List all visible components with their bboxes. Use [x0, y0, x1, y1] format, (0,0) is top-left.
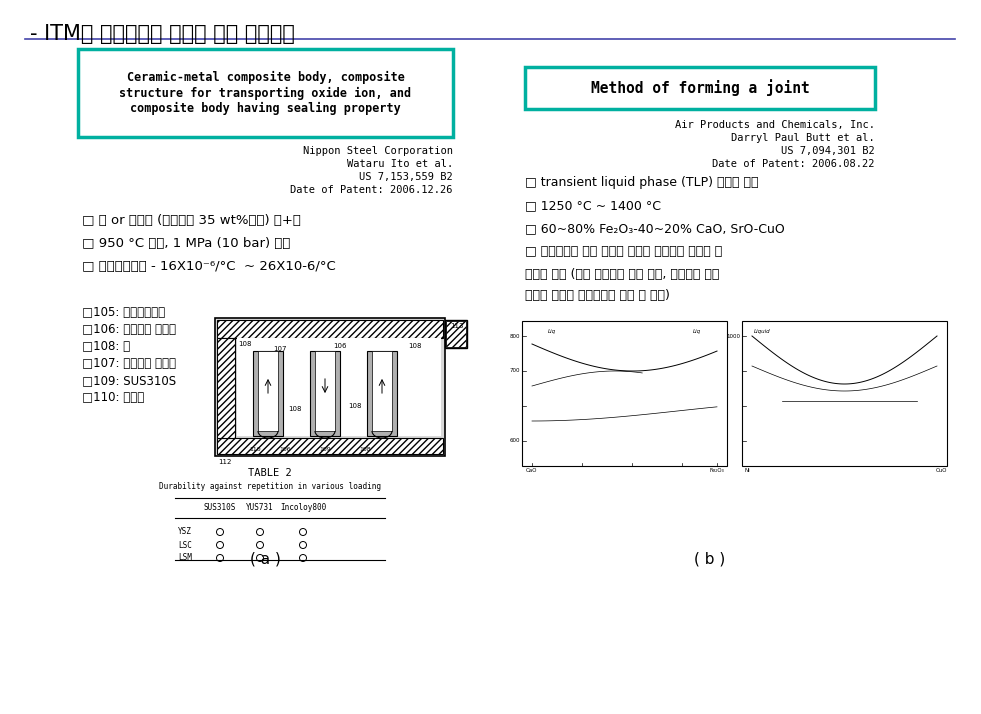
Text: 1000: 1000 [726, 333, 740, 338]
Circle shape [217, 555, 224, 561]
Text: ( a ): ( a ) [249, 551, 281, 566]
Text: 800: 800 [509, 333, 520, 338]
Text: 109: 109 [319, 447, 331, 452]
Text: Durability against repetition in various loading: Durability against repetition in various… [159, 482, 381, 491]
Bar [215, 318, 445, 456]
Text: - ITM과 금속재질의 접합에 관한 연구동향: - ITM과 금속재질의 접합에 관한 연구동향 [30, 24, 295, 44]
Text: Liq: Liq [548, 329, 556, 334]
Bar [372, 351, 392, 431]
Text: Fe₂O₃: Fe₂O₃ [709, 468, 724, 473]
Text: Date of Patent: 2006.12.26: Date of Patent: 2006.12.26 [290, 185, 453, 195]
Text: 600: 600 [509, 438, 520, 443]
Bar [310, 351, 340, 436]
Bar [217, 438, 443, 454]
FancyBboxPatch shape [78, 49, 453, 137]
Circle shape [299, 555, 306, 561]
Bar [522, 321, 727, 466]
Bar [446, 321, 466, 347]
Text: □ 60~80% Fe₂O₃-40~20% CaO, SrO-CuO: □ 60~80% Fe₂O₃-40~20% CaO, SrO-CuO [525, 222, 785, 235]
Bar [742, 321, 947, 466]
Circle shape [217, 528, 224, 536]
Bar [445, 320, 467, 348]
Text: 106: 106 [334, 343, 346, 349]
Text: YSZ: YSZ [179, 528, 192, 536]
Circle shape [217, 541, 224, 548]
Circle shape [299, 528, 306, 536]
Text: 년으로 접합 (소결 온도보다 낙은 용점, 붙이고자 하는: 년으로 접합 (소결 온도보다 낙은 용점, 붙이고자 하는 [525, 268, 719, 281]
Text: 110: 110 [249, 447, 261, 452]
Text: Liquid: Liquid [753, 329, 770, 334]
Text: □ 접합하고자 하는 재질을 적어도 하나이상 포함한 성: □ 접합하고자 하는 재질을 적어도 하나이상 포함한 성 [525, 245, 722, 258]
Text: Darryl Paul Butt et al.: Darryl Paul Butt et al. [731, 133, 875, 143]
Bar [258, 351, 278, 431]
Text: 108: 108 [238, 341, 252, 347]
Text: ( b ): ( b ) [695, 551, 726, 566]
Text: Wataru Ito et al.: Wataru Ito et al. [346, 159, 453, 169]
Text: □ 선열팩사계수 - 16X10⁻⁶/°C  ~ 26X10-6/°C: □ 선열팩사계수 - 16X10⁻⁶/°C ~ 26X10-6/°C [82, 260, 336, 273]
Text: □ 1250 °C ~ 1400 °C: □ 1250 °C ~ 1400 °C [525, 199, 661, 212]
Circle shape [256, 528, 264, 536]
Text: Ni: Ni [745, 468, 749, 473]
Text: Air Products and Chemicals, Inc.: Air Products and Chemicals, Inc. [675, 120, 875, 130]
Text: Method of forming a joint: Method of forming a joint [591, 79, 809, 96]
Text: Incoloy800: Incoloy800 [280, 503, 326, 512]
Text: CaO: CaO [526, 468, 538, 473]
Text: YUS731: YUS731 [246, 503, 274, 512]
Text: 재질과 동일한 결정구조가 반응 후 형성): 재질과 동일한 결정구조가 반응 후 형성) [525, 289, 670, 302]
Text: □ 950 °C 이상, 1 MPa (10 bar) 이하: □ 950 °C 이상, 1 MPa (10 bar) 이하 [82, 237, 290, 250]
Bar [237, 338, 441, 436]
Circle shape [299, 541, 306, 548]
Text: 108: 108 [288, 406, 302, 412]
Text: LSC: LSC [179, 540, 192, 550]
Text: 113: 113 [450, 323, 464, 329]
Bar [217, 320, 443, 338]
Text: 106: 106 [280, 447, 290, 452]
Bar [367, 351, 397, 436]
Bar [315, 351, 335, 431]
Circle shape [256, 541, 264, 548]
Text: 108: 108 [408, 343, 422, 349]
Text: □110: 단열재: □110: 단열재 [82, 391, 144, 404]
FancyBboxPatch shape [525, 67, 875, 109]
Text: Liq: Liq [693, 329, 701, 334]
Text: 112: 112 [219, 459, 232, 465]
Text: 108: 108 [348, 403, 362, 409]
Text: Nippon Steel Corporation: Nippon Steel Corporation [303, 146, 453, 156]
Text: 700: 700 [509, 368, 520, 373]
Bar [217, 338, 235, 438]
Text: 107: 107 [274, 346, 286, 352]
Text: □109: SUS310S: □109: SUS310S [82, 374, 177, 387]
Text: □105: 세라믹다공체: □105: 세라믹다공체 [82, 306, 165, 319]
Text: □107: 세라믹스 치밀체: □107: 세라믹스 치밀체 [82, 357, 176, 370]
Text: □106: 세라믹스 치밀체: □106: 세라믹스 치밀체 [82, 323, 176, 336]
Text: □108: 은: □108: 은 [82, 340, 130, 353]
Text: □ transient liquid phase (TLP) 소결화 공정: □ transient liquid phase (TLP) 소결화 공정 [525, 176, 758, 189]
Text: SUS310S: SUS310S [204, 503, 236, 512]
Text: LSM: LSM [179, 553, 192, 563]
Bar [253, 351, 283, 436]
Text: Date of Patent: 2006.08.22: Date of Patent: 2006.08.22 [712, 159, 875, 169]
Circle shape [256, 555, 264, 561]
Text: CuO: CuO [936, 468, 948, 473]
Text: TABLE 2: TABLE 2 [248, 468, 292, 478]
Text: □ 은 or 은합금 (은합유량 35 wt%이상) 은+동: □ 은 or 은합금 (은합유량 35 wt%이상) 은+동 [82, 214, 301, 227]
Text: US 7,094,301 B2: US 7,094,301 B2 [781, 146, 875, 156]
Text: 108: 108 [359, 447, 371, 452]
Text: US 7,153,559 B2: US 7,153,559 B2 [359, 172, 453, 182]
Text: Ceramic-metal composite body, composite
structure for transporting oxide ion, an: Ceramic-metal composite body, composite … [120, 71, 412, 115]
